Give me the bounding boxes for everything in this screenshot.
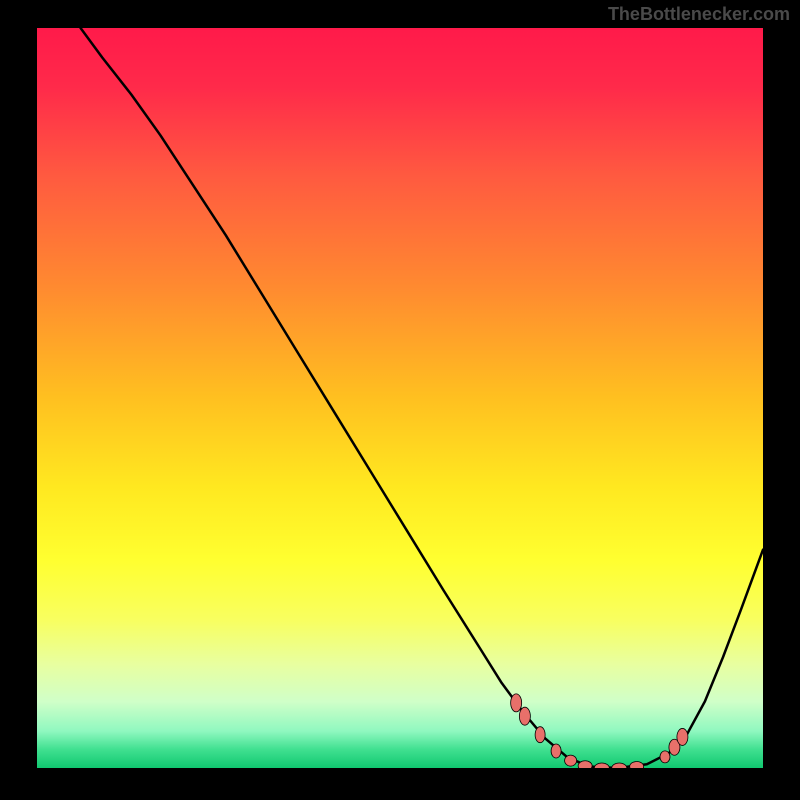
bottleneck-curve bbox=[81, 28, 763, 768]
curve-layer bbox=[37, 28, 763, 768]
data-marker bbox=[551, 744, 561, 758]
plot-area bbox=[37, 28, 763, 768]
watermark-text: TheBottlenecker.com bbox=[608, 4, 790, 25]
data-marker bbox=[594, 763, 609, 768]
data-marker bbox=[677, 728, 688, 745]
data-marker bbox=[519, 707, 530, 725]
data-marker bbox=[630, 762, 644, 768]
data-marker bbox=[565, 755, 577, 766]
data-marker bbox=[660, 751, 670, 763]
marker-group bbox=[511, 694, 688, 768]
data-marker bbox=[578, 761, 592, 768]
data-marker bbox=[535, 727, 545, 743]
chart-container: TheBottlenecker.com bbox=[0, 0, 800, 800]
data-marker bbox=[511, 694, 522, 712]
data-marker bbox=[612, 763, 627, 768]
